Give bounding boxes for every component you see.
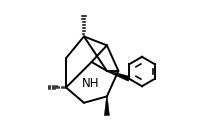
Polygon shape (107, 70, 130, 81)
Text: NH: NH (82, 76, 100, 90)
Polygon shape (104, 96, 110, 116)
